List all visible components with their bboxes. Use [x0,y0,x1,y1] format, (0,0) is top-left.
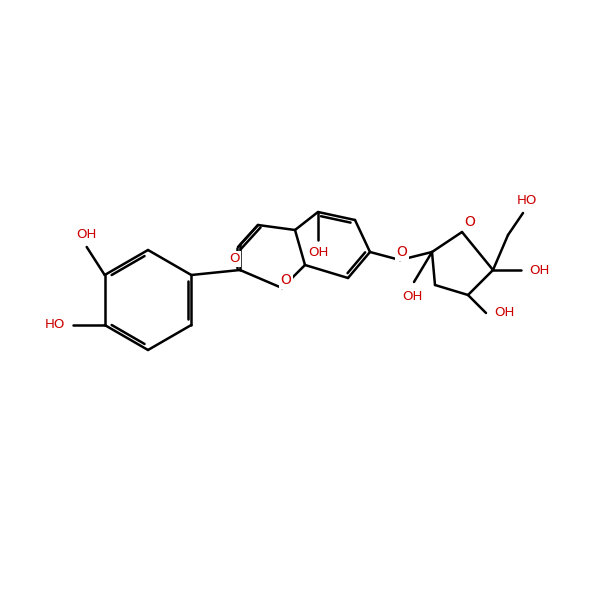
Text: OH: OH [77,229,97,241]
Text: OH: OH [402,289,422,302]
Text: OH: OH [308,245,328,259]
Text: OH: OH [529,263,549,277]
Text: O: O [229,253,239,265]
Text: O: O [281,273,292,287]
Text: HO: HO [517,194,537,208]
Text: HO: HO [44,319,65,331]
Text: O: O [464,215,475,229]
Text: OH: OH [494,307,514,319]
Text: O: O [397,245,407,259]
